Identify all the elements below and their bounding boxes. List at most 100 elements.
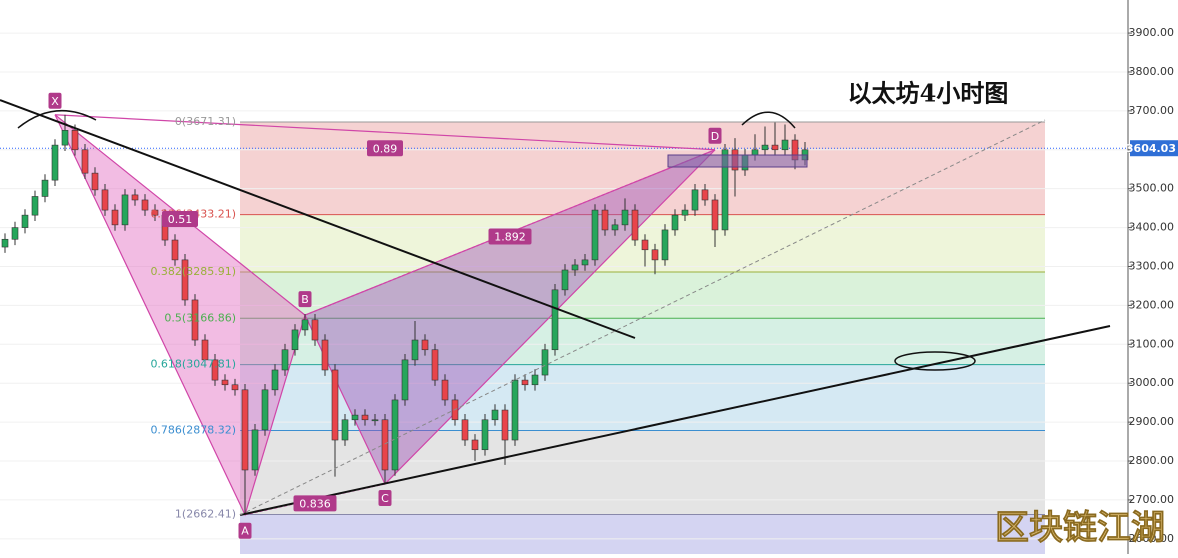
candle-body <box>131 194 139 201</box>
y-tick-label: 3900.00 <box>1129 26 1175 39</box>
y-tick-label: 2900.00 <box>1129 415 1175 428</box>
candle-body <box>1 238 9 248</box>
box-zone <box>667 154 808 168</box>
candle-body <box>391 399 399 471</box>
candle-body <box>121 194 129 226</box>
candle-body <box>181 259 189 301</box>
candle-body <box>111 209 119 226</box>
y-tick-label: 2700.00 <box>1129 493 1175 506</box>
y-tick-label: 3700.00 <box>1129 104 1175 117</box>
dashed-line <box>239 119 1046 516</box>
ratio-label: 0.51 <box>168 213 193 226</box>
candle-body <box>541 349 549 376</box>
y-tick-label: 3000.00 <box>1129 376 1175 389</box>
candle-body <box>431 349 439 381</box>
candle-body <box>551 289 559 351</box>
candle-body <box>621 209 629 226</box>
fib-label: 0.382(3285.91) <box>150 265 236 278</box>
ratio-label: 0.89 <box>373 142 398 155</box>
ratio-label: 1.892 <box>494 230 526 243</box>
candle-body <box>691 189 699 211</box>
point-label: C <box>381 492 389 505</box>
candle-body <box>301 319 309 331</box>
candle-body <box>521 379 529 386</box>
point-label-box <box>708 127 722 144</box>
point-label-box <box>378 489 392 506</box>
fib-label: 0.786(2878.32) <box>150 424 236 437</box>
y-tick-label: 3800.00 <box>1129 65 1175 78</box>
ratio-label-box <box>367 140 403 157</box>
candle-body <box>321 339 329 371</box>
candle-body <box>631 209 639 241</box>
candle-body <box>261 389 269 431</box>
y-tick-label: 3500.00 <box>1129 182 1175 195</box>
y-tick-label: 3400.00 <box>1129 221 1175 234</box>
candle-body <box>561 269 569 291</box>
fib-zone <box>240 514 1045 554</box>
candle-body <box>201 339 209 361</box>
candle-body <box>581 259 589 266</box>
candle-body <box>231 384 239 391</box>
candle-body <box>171 239 179 261</box>
circle-mark <box>894 351 976 371</box>
trend-line <box>0 99 636 339</box>
candle-body <box>311 319 319 341</box>
fib-label: 0.5(3166.86) <box>164 311 236 324</box>
candle-body <box>241 389 249 471</box>
candle-body <box>11 227 19 240</box>
chart-title: 以太坊4小时图 <box>848 79 1009 108</box>
watermark: 区块链江湖 <box>995 508 1165 548</box>
candle-body <box>81 149 89 174</box>
candle-body <box>461 419 469 441</box>
annotations <box>0 99 1111 516</box>
labels: 0(3671.31)0.236(3433.21)0.382(3285.91)0.… <box>48 92 722 539</box>
point-label-box <box>238 522 252 539</box>
y-tick-label: 3300.00 <box>1129 259 1175 272</box>
candle-body <box>471 439 479 451</box>
candle-body <box>71 130 79 151</box>
last-price-label: 3604.03 <box>1126 142 1176 155</box>
candle-body <box>221 379 229 386</box>
candle-body <box>91 172 99 191</box>
price-axis <box>1128 0 1178 554</box>
candle-body <box>21 214 29 228</box>
candle-body <box>411 339 419 361</box>
candle-body <box>371 419 379 422</box>
y-tick-label: 3100.00 <box>1129 337 1175 350</box>
candle-body <box>681 209 689 216</box>
candle-body <box>531 374 539 386</box>
candle-body <box>141 199 149 211</box>
candle-body <box>421 339 429 351</box>
candle-body <box>341 419 349 441</box>
candle-body <box>511 379 519 441</box>
candle-body <box>381 419 389 471</box>
candle-body <box>401 359 409 401</box>
last-price-box <box>1130 140 1178 157</box>
candle-body <box>781 139 789 151</box>
candle-body <box>251 429 259 471</box>
arc-mark <box>741 111 796 129</box>
point-label-box <box>298 291 312 308</box>
candle-body <box>491 409 499 421</box>
candle-body <box>701 189 709 201</box>
y-axis: 2600.00 2700.00 2800.00 2900.00 3000.00 3100.… <box>1126 26 1178 545</box>
fib-zone <box>240 318 1045 365</box>
y-tick-label: 3200.00 <box>1129 298 1175 311</box>
candle-body <box>761 144 769 151</box>
point-label: A <box>241 525 249 538</box>
candle-body <box>41 179 49 197</box>
candle-body <box>281 349 289 371</box>
candle-body <box>291 329 299 351</box>
fib-label: 0.618(3047.81) <box>150 358 236 371</box>
candles <box>1 114 809 515</box>
candle-body <box>601 209 609 231</box>
candle-body <box>51 144 59 181</box>
candle-body <box>591 209 599 261</box>
fib-zone <box>240 271 1045 319</box>
fib-label: 0(3671.31) <box>175 115 236 128</box>
candle-body <box>191 299 199 341</box>
candle-body <box>31 196 39 216</box>
candle-body <box>151 209 159 216</box>
candle-body <box>571 264 579 271</box>
